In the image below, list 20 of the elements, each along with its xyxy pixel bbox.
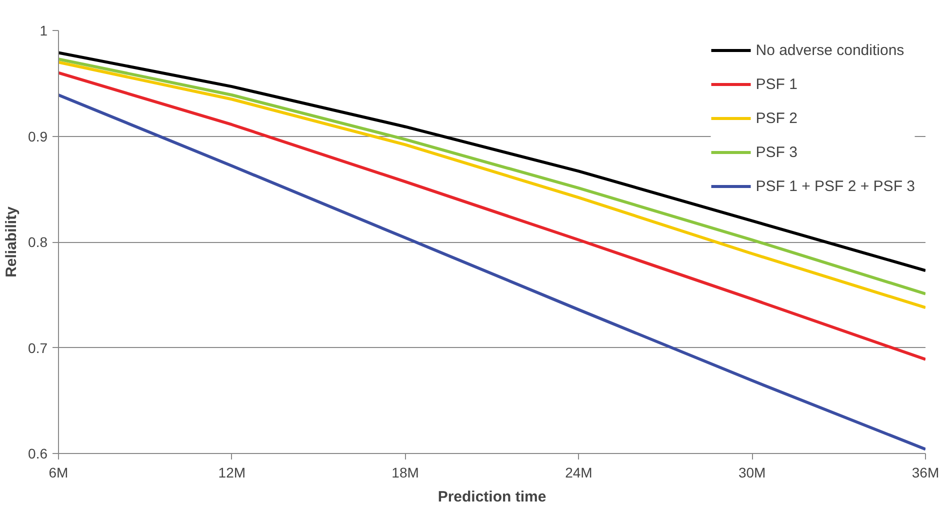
legend-label: PSF 2 [756,110,798,126]
y-tick-label: 0.6 [28,446,48,462]
x-axis-title: Prediction time [438,488,546,506]
x-tick-label: 12M [218,464,246,480]
y-axis-title: Reliability [3,206,20,278]
legend-label: PSF 1 [756,76,798,92]
y-tick-label: 0.8 [28,234,48,250]
legend-label: PSF 1 + PSF 2 + PSF 3 [756,178,915,194]
x-tick-label: 6M [48,464,68,480]
x-tick-label: 24M [565,464,592,480]
legend-label: PSF 3 [756,144,798,160]
y-tick-label: 0.7 [28,340,48,356]
line-series [58,94,926,451]
legend-label: No adverse conditions [756,42,904,58]
y-tick-label: 1 [40,22,48,38]
line-series [58,71,926,361]
y-tick-label: 0.9 [28,128,48,144]
x-tick-label: 30M [738,464,766,480]
x-tick-label: 18M [392,464,419,480]
x-tick-label: 36M [912,464,940,480]
